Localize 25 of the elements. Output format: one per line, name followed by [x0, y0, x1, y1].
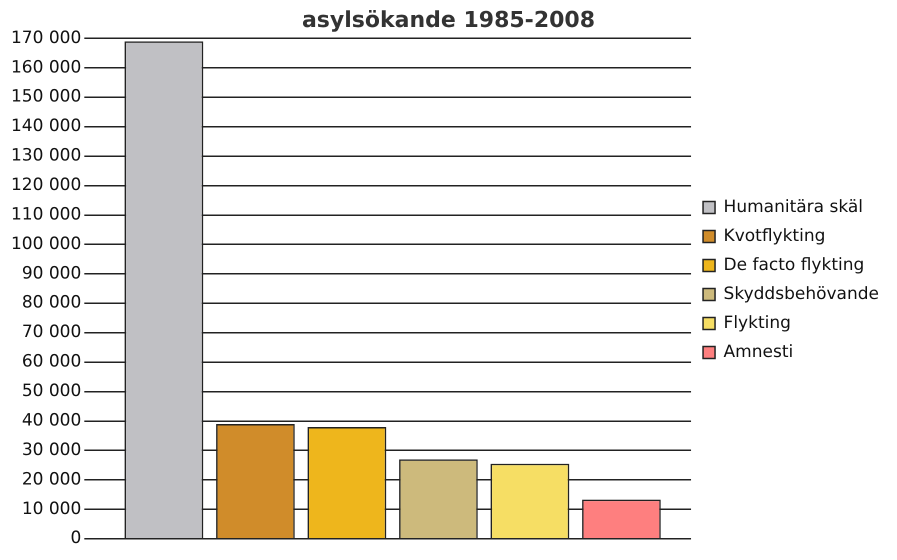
y-tick-label: 150 000	[10, 86, 82, 107]
y-tick-label: 20 000	[22, 469, 82, 490]
y-tick-label: 40 000	[22, 410, 82, 430]
legend-label: Skyddsbehövande	[724, 284, 880, 304]
y-tick-label: 70 000	[22, 322, 82, 342]
y-tick-label: 170 000	[10, 28, 82, 48]
y-tick-label: 60 000	[22, 352, 82, 372]
legend-label: De facto flykting	[724, 254, 864, 275]
y-tick-label: 160 000	[10, 57, 82, 78]
y-tick-label: 10 000	[22, 498, 82, 519]
y-tick-label: 120 000	[10, 175, 82, 195]
legend-label: Humanitära skäl	[724, 196, 864, 217]
y-tick-label: 110 000	[10, 204, 82, 224]
legend-label: Amnesti	[724, 342, 794, 362]
y-tick-label: 100 000	[10, 234, 82, 254]
y-tick-label: 30 000	[22, 440, 82, 460]
y-tick-label: 50 000	[22, 381, 82, 402]
y-tick-label: 90 000	[22, 263, 82, 284]
chart-title: asylsökande 1985-2008	[302, 8, 596, 33]
y-tick-label: 80 000	[22, 292, 82, 313]
y-tick-label: 130 000	[10, 146, 82, 166]
y-tick-label: 140 000	[10, 116, 82, 136]
legend-label: Kvotflykting	[724, 226, 826, 246]
legend-label: Flykting	[724, 312, 791, 333]
y-tick-label: 0	[70, 528, 82, 548]
